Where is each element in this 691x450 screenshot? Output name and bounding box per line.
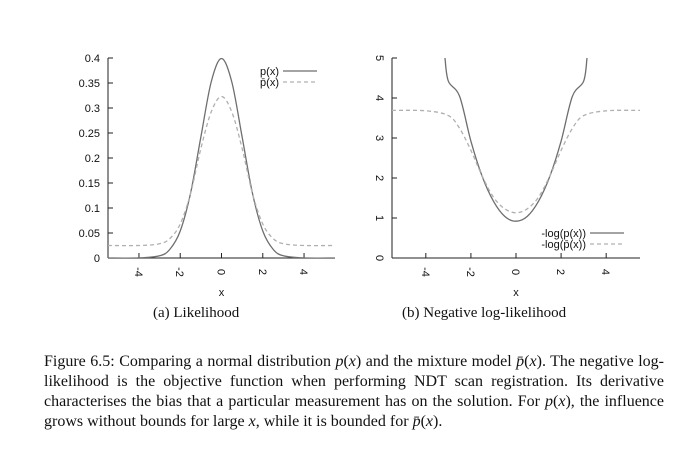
panel-a-y-tick-label: 0 [94,253,100,265]
figure-panels: 0 0.05 0.1 0.15 0.2 0.25 0.3 0.35 0.4 -4 -2 0 2 4 x p(x… [79,53,640,299]
panel-b-legend-label: -log(p(x)) [541,228,586,240]
panel-a-x-tick-label: 4 [297,269,309,275]
panel-a-y-tick-label: 0.35 [79,78,100,90]
panel-a-y-tick-label: 0.05 [79,228,100,240]
caption-text: Comparing a normal distribution p(x) and… [44,353,665,430]
panel-a-x-tick-label: -2 [173,267,185,277]
panel-b-y-tick-label: 4 [373,95,385,101]
panel-a-x-tick-label: -4 [132,267,144,277]
panel-b-y-tick-label: 3 [373,135,385,141]
panel-b-x-tick-label: 0 [509,269,521,275]
panel-a-y-tick-label: 0.2 [85,153,100,165]
panel-b-x-tick-label: -2 [464,267,476,277]
panel-a-x-axis-label: x [219,287,225,299]
figure-caption: Figure 6.5: Comparing a normal distribut… [44,352,664,432]
panel-b-series-dashed-line [392,109,640,214]
panel-a-y-tick-label: 0.25 [79,128,100,140]
panel-a-y-tick-label: 0.4 [85,53,100,65]
panel-a-legend-label: p(x) [260,66,279,78]
panel-a-y-tick-label: 0.15 [79,178,100,190]
caption-label: Figure 6.5: [44,353,115,370]
panel-a-x-tick-label: 0 [215,269,227,275]
panel-b-x-axis-label: x [513,287,519,299]
panel-a-y-tick-label: 0.1 [85,203,100,215]
panel-b-legend-label: -log(p̄(x)) [541,239,586,251]
panel-b-x-tick-label: 2 [554,269,566,275]
panel-b-series-solid-line [444,58,588,222]
panel-a-legend-label: p̄(x) [260,77,279,89]
panel-b-y-tick-label: 2 [373,175,385,181]
panel-a-series-solid-line [108,58,335,258]
subcaption-a: (a) Likelihood [153,305,240,321]
panel-a-y-tick-label: 0.3 [85,103,100,115]
panel-b-y-tick-label: 0 [373,255,385,261]
panel-a-x-tick-label: 2 [256,269,268,275]
panel-b-y-tick-label: 1 [373,215,385,221]
panel-a-series-dashed-line [108,95,335,247]
panel-b-x-tick-label: 4 [599,269,611,275]
panel-b-x-tick-label: -4 [419,267,431,277]
subcaption-b: (b) Negative log-likelihood [402,305,567,321]
panel-b-y-tick-label: 5 [373,55,385,61]
